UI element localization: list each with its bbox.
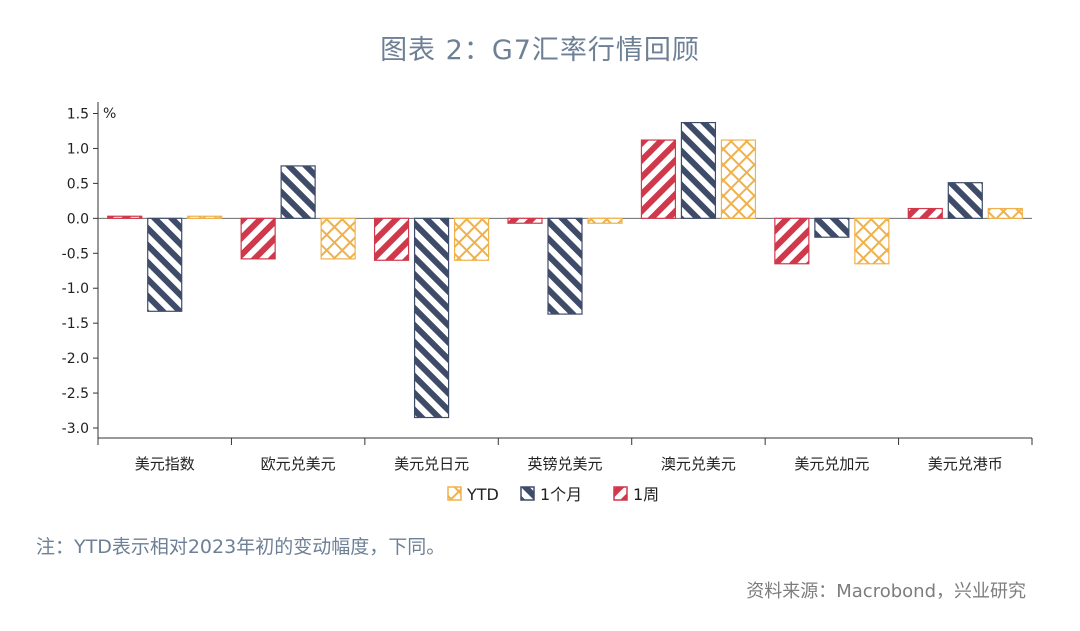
chart-title: 图表 2：G7汇率行情回顾	[380, 35, 700, 66]
bar-1个月	[814, 217, 850, 238]
bar-1个月	[413, 217, 450, 419]
source-note: 资料来源：Macrobond，兴业研究	[746, 581, 1026, 602]
bar-1周	[507, 217, 543, 224]
y-tick-label: 1.5	[67, 107, 89, 123]
x-category-label: 欧元兑美元	[261, 455, 336, 473]
x-category-label: 英镑兑美元	[527, 455, 602, 473]
bar-1个月	[280, 165, 316, 219]
legend-label: 1周	[633, 485, 659, 504]
bar-1周	[240, 217, 276, 260]
x-category-label: 美元指数	[135, 455, 195, 473]
y-tick-label: -0.5	[62, 246, 89, 262]
x-category-label: 澳元兑美元	[661, 455, 736, 473]
bar-YTD	[587, 217, 623, 224]
bar-1周	[907, 207, 943, 219]
bar-YTD	[854, 217, 890, 265]
y-tick-label: 1.0	[67, 141, 89, 157]
bar-1周	[640, 139, 677, 219]
bar-YTD	[720, 139, 757, 219]
bar-1周	[373, 217, 410, 261]
y-tick-label: -2.5	[62, 386, 89, 402]
bar-YTD	[187, 215, 223, 219]
y-unit-label: %	[103, 106, 116, 122]
legend-swatch	[520, 486, 535, 501]
x-category-label: 美元兑港币	[928, 455, 1003, 473]
bar-YTD	[987, 207, 1023, 219]
legend-label: 1个月	[540, 485, 582, 504]
bar-1周	[774, 217, 810, 265]
bar-1个月	[947, 182, 983, 219]
y-tick-label: -3.0	[62, 421, 89, 437]
bar-chart: 1.5 1.0 0.5 0.0 -0.5 -1.0 -1.5 -2.0 -2.5 -3.0% 美元…	[62, 102, 1033, 504]
category-labels: 美元指数 欧元兑美元 美元兑日元 英镑兑美元 澳元兑美元 美元兑加元 美元兑港币	[97, 438, 1033, 473]
axes: 1.5 1.0 0.5 0.0 -0.5 -1.0 -1.5 -2.0 -2.5 -3.0%	[62, 102, 1032, 439]
bar-1周	[107, 215, 143, 219]
legend-label: YTD	[466, 485, 499, 504]
bar-1个月	[147, 217, 183, 312]
footnote: 注：YTD表示相对2023年初的变动幅度，下同。	[36, 536, 446, 558]
bar-1个月	[680, 121, 717, 219]
y-tick-label: 0.0	[67, 211, 89, 227]
x-category-label: 美元兑日元	[394, 455, 469, 473]
legend: YTD 1个月 1周	[447, 485, 659, 504]
y-tick-label: -2.0	[62, 351, 89, 367]
legend-swatch	[613, 486, 628, 501]
bars	[107, 121, 1023, 419]
y-tick-label: -1.5	[62, 316, 89, 332]
bar-1个月	[547, 217, 583, 315]
bar-YTD	[320, 217, 356, 260]
y-tick-label: 0.5	[67, 176, 89, 192]
legend-swatch	[447, 486, 462, 501]
bar-YTD	[453, 217, 490, 261]
y-tick-label: -1.0	[62, 281, 89, 297]
x-category-label: 美元兑加元	[794, 455, 869, 473]
